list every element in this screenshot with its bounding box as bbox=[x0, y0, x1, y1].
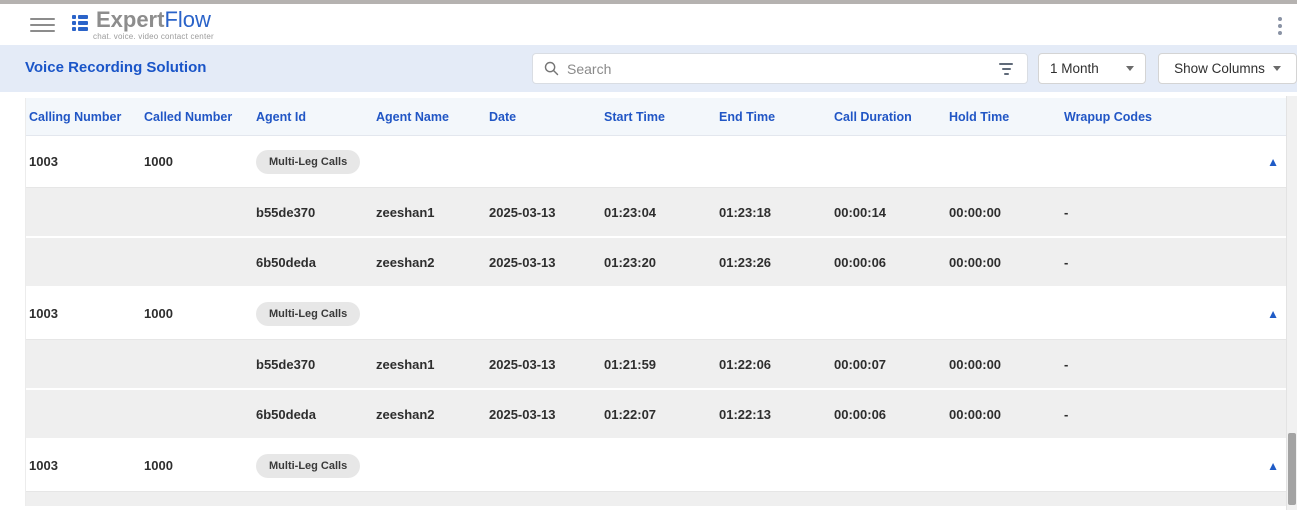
app-bar: ExpertFlow chat. voice. video contact ce… bbox=[0, 4, 1297, 45]
cell-start-time: 01:22:07 bbox=[604, 406, 657, 422]
collapse-arrow-icon[interactable]: ▲ bbox=[1267, 154, 1279, 169]
cell-date: 2025-03-13 bbox=[489, 254, 556, 270]
chevron-down-icon bbox=[1272, 66, 1281, 71]
collapse-arrow-icon[interactable]: ▲ bbox=[1267, 458, 1279, 473]
brand-tagline: chat. voice. video contact center bbox=[93, 32, 214, 41]
table-row-leg: 6b50deda zeeshan2 2025-03-13 01:23:20 01… bbox=[26, 238, 1286, 288]
table-row-leg-partial bbox=[26, 492, 1286, 506]
cell-call-duration: 00:00:14 bbox=[834, 204, 887, 220]
cell-start-time: 01:23:20 bbox=[604, 254, 657, 270]
multi-leg-calls-badge: Multi-Leg Calls bbox=[256, 149, 361, 174]
cell-end-time: 01:22:13 bbox=[719, 406, 772, 422]
cell-wrapup-codes: - bbox=[1064, 254, 1069, 270]
scrollbar-thumb[interactable] bbox=[1288, 433, 1296, 505]
date-range-selected: 1 Month bbox=[1050, 61, 1099, 76]
table-row-leg: b55de370 zeeshan1 2025-03-13 01:23:04 01… bbox=[26, 188, 1286, 238]
cell-start-time: 01:23:04 bbox=[604, 204, 657, 220]
search-box bbox=[532, 53, 1028, 84]
column-header-calling-number: Calling Number bbox=[29, 109, 122, 124]
vertical-scrollbar[interactable] bbox=[1286, 96, 1297, 510]
cell-called-number: 1000 bbox=[144, 458, 173, 473]
cell-agent-id: 6b50deda bbox=[256, 406, 316, 422]
brand-name-secondary: Flow bbox=[164, 7, 211, 32]
cell-date: 2025-03-13 bbox=[489, 406, 556, 422]
date-range-dropdown[interactable]: 1 Month bbox=[1038, 53, 1146, 84]
cell-agent-id: 6b50deda bbox=[256, 254, 316, 270]
cell-agent-name: zeeshan2 bbox=[376, 406, 435, 422]
window-top-strip bbox=[0, 0, 1297, 4]
cell-agent-name: zeeshan2 bbox=[376, 254, 435, 270]
chevron-down-icon bbox=[1126, 66, 1134, 71]
cell-agent-id: b55de370 bbox=[256, 204, 316, 220]
cell-calling-number: 1003 bbox=[29, 458, 58, 473]
table-header-row: Calling Number Called Number Agent Id Ag… bbox=[26, 98, 1286, 136]
table-row-group: 1003 1000 Multi-Leg Calls ▲ bbox=[26, 136, 1286, 188]
brand-name-primary: Expert bbox=[95, 7, 165, 32]
cell-agent-id: b55de370 bbox=[256, 356, 316, 372]
kebab-menu-icon[interactable] bbox=[1276, 15, 1284, 37]
column-header-end-time: End Time bbox=[719, 109, 776, 124]
hamburger-menu-icon[interactable] bbox=[30, 14, 55, 36]
cell-date: 2025-03-13 bbox=[489, 356, 556, 372]
page-title: Voice Recording Solution bbox=[25, 59, 207, 76]
search-icon bbox=[543, 60, 560, 77]
table-row-leg: b55de370 zeeshan1 2025-03-13 01:21:59 01… bbox=[26, 340, 1286, 390]
search-input[interactable] bbox=[567, 60, 996, 77]
cell-hold-time: 00:00:00 bbox=[949, 356, 1002, 372]
cell-called-number: 1000 bbox=[144, 306, 173, 321]
multi-leg-calls-badge: Multi-Leg Calls bbox=[256, 453, 361, 478]
cell-hold-time: 00:00:00 bbox=[949, 254, 1002, 270]
column-header-call-duration: Call Duration bbox=[834, 109, 912, 124]
cell-calling-number: 1003 bbox=[29, 154, 58, 169]
column-header-hold-time: Hold Time bbox=[949, 109, 1010, 124]
cell-wrapup-codes: - bbox=[1064, 356, 1069, 372]
recordings-table: Calling Number Called Number Agent Id Ag… bbox=[25, 98, 1286, 506]
filter-icon[interactable] bbox=[996, 60, 1016, 78]
column-header-agent-name: Agent Name bbox=[376, 109, 449, 124]
show-columns-label: Show Columns bbox=[1174, 61, 1265, 76]
cell-called-number: 1000 bbox=[144, 154, 173, 169]
cell-hold-time: 00:00:00 bbox=[949, 204, 1002, 220]
table-row-leg: 6b50deda zeeshan2 2025-03-13 01:22:07 01… bbox=[26, 390, 1286, 440]
table-row-group: 1003 1000 Multi-Leg Calls ▲ bbox=[26, 440, 1286, 492]
cell-end-time: 01:22:06 bbox=[719, 356, 772, 372]
column-header-called-number: Called Number bbox=[144, 109, 233, 124]
cell-wrapup-codes: - bbox=[1064, 406, 1069, 422]
cell-call-duration: 00:00:06 bbox=[834, 254, 887, 270]
collapse-arrow-icon[interactable]: ▲ bbox=[1267, 306, 1279, 321]
cell-end-time: 01:23:18 bbox=[719, 204, 772, 220]
cell-start-time: 01:21:59 bbox=[604, 356, 657, 372]
cell-call-duration: 00:00:06 bbox=[834, 406, 887, 422]
cell-calling-number: 1003 bbox=[29, 306, 58, 321]
column-header-start-time: Start Time bbox=[604, 109, 665, 124]
expertflow-logo: ExpertFlow chat. voice. video contact ce… bbox=[72, 8, 214, 41]
cell-date: 2025-03-13 bbox=[489, 204, 556, 220]
column-header-agent-id: Agent Id bbox=[256, 109, 306, 124]
cell-wrapup-codes: - bbox=[1064, 204, 1069, 220]
column-header-date: Date bbox=[489, 109, 517, 124]
table-row-group: 1003 1000 Multi-Leg Calls ▲ bbox=[26, 288, 1286, 340]
toolbar: Voice Recording Solution 1 Month Show Co… bbox=[0, 45, 1297, 92]
show-columns-button[interactable]: Show Columns bbox=[1158, 53, 1297, 84]
column-header-wrapup-codes: Wrapup Codes bbox=[1064, 109, 1152, 124]
cell-end-time: 01:23:26 bbox=[719, 254, 772, 270]
expertflow-logo-icon bbox=[72, 15, 88, 31]
cell-agent-name: zeeshan1 bbox=[376, 204, 435, 220]
cell-call-duration: 00:00:07 bbox=[834, 356, 887, 372]
cell-agent-name: zeeshan1 bbox=[376, 356, 435, 372]
multi-leg-calls-badge: Multi-Leg Calls bbox=[256, 301, 361, 326]
cell-hold-time: 00:00:00 bbox=[949, 406, 1002, 422]
